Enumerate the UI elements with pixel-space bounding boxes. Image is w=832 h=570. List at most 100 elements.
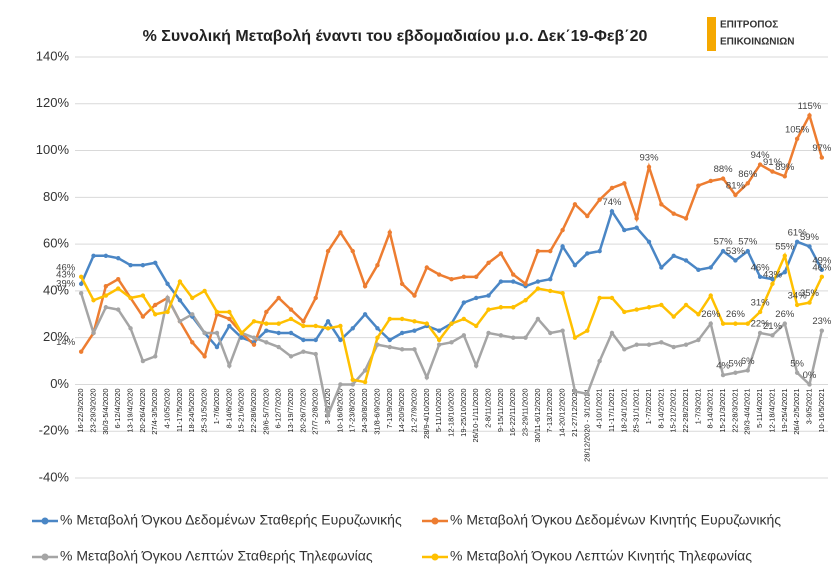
marker: [140, 314, 146, 319]
marker: [708, 265, 713, 270]
marker: [301, 319, 306, 324]
marker: [288, 316, 294, 322]
marker: [103, 253, 109, 259]
marker: [128, 326, 133, 331]
marker: [412, 328, 417, 333]
x-tick-label: 25-31/5/2020: [200, 388, 209, 432]
marker: [399, 316, 405, 322]
marker: [91, 253, 96, 259]
marker: [782, 269, 787, 275]
marker: [572, 202, 578, 207]
marker: [202, 288, 207, 294]
marker: [362, 379, 368, 385]
marker: [683, 258, 689, 263]
marker: [264, 321, 269, 326]
marker: [387, 230, 392, 235]
marker: [165, 309, 170, 315]
marker: [140, 358, 146, 364]
marker: [757, 309, 763, 315]
marker: [671, 344, 676, 350]
marker: [461, 333, 467, 338]
marker: [140, 293, 146, 298]
marker: [387, 344, 392, 350]
y-tick-label: 100%: [36, 142, 70, 157]
marker: [535, 286, 541, 291]
marker: [597, 197, 602, 202]
marker: [375, 342, 380, 347]
marker: [498, 279, 504, 284]
x-tick-label: 15-21/3/2021: [718, 388, 727, 432]
marker: [227, 309, 232, 315]
data-label: 43%: [56, 269, 76, 280]
marker: [807, 382, 812, 387]
marker: [412, 293, 417, 298]
data-label: 26%: [701, 309, 721, 320]
marker: [264, 340, 269, 345]
marker: [473, 295, 479, 301]
x-tick-label: 21-27/12/2020: [570, 388, 579, 436]
marker: [399, 281, 405, 287]
marker: [782, 174, 787, 179]
marker: [473, 363, 479, 368]
data-label: 88%: [714, 164, 734, 175]
marker: [436, 328, 442, 333]
marker: [597, 358, 602, 364]
marker: [757, 274, 763, 280]
x-tick-label: 7-13/12/2020: [545, 388, 554, 432]
marker: [646, 239, 652, 244]
marker: [486, 330, 491, 336]
marker: [523, 298, 528, 303]
marker: [683, 342, 689, 347]
x-tick-label: 22-28/2/2021: [681, 388, 690, 432]
marker: [683, 302, 689, 308]
marker: [313, 337, 318, 343]
x-tick-label: 19-25/4/2021: [780, 388, 789, 432]
x-tick-label: 3-9/5/2021: [804, 388, 813, 424]
marker: [819, 274, 825, 280]
x-tick-label: 28/12/2020 - 3/1/2021: [582, 388, 591, 461]
marker: [449, 276, 454, 282]
marker: [116, 276, 121, 282]
marker: [473, 274, 479, 280]
x-tick-label: 8-14/6/2020: [224, 388, 233, 428]
marker: [733, 321, 738, 326]
y-tick-label: -20%: [39, 423, 70, 438]
marker: [251, 319, 257, 324]
marker: [461, 316, 467, 322]
marker: [696, 337, 701, 343]
marker: [103, 305, 109, 310]
marker: [436, 342, 442, 347]
marker: [548, 276, 553, 282]
marker: [486, 260, 491, 266]
data-label: 46%: [812, 262, 832, 273]
x-tick-label: 24-30/8/2020: [360, 388, 369, 432]
marker: [424, 321, 430, 326]
marker: [214, 344, 220, 350]
marker: [511, 272, 516, 277]
x-tick-label: 20-26/4/2020: [138, 388, 147, 432]
marker: [288, 307, 294, 312]
marker: [227, 316, 232, 322]
marker: [436, 337, 442, 343]
marker: [585, 213, 590, 219]
x-tick-label: 13-19/4/2020: [126, 388, 135, 432]
logo-text: ΕΠΙΚΟΙΝΩΝΙΩΝ: [720, 37, 794, 48]
marker: [807, 244, 812, 249]
marker: [708, 321, 713, 326]
marker: [387, 316, 392, 322]
x-tick-label: 10-16/5/2021: [817, 388, 826, 432]
marker: [227, 323, 232, 329]
marker: [548, 288, 553, 294]
x-tick-label: 1-7/2/2021: [644, 388, 653, 424]
marker: [646, 164, 652, 170]
marker: [362, 312, 368, 317]
marker: [622, 347, 627, 352]
y-tick-label: 140%: [36, 48, 70, 63]
marker: [362, 284, 368, 289]
marker: [177, 298, 183, 303]
x-tick-label: 2-8/11/2020: [484, 388, 493, 427]
marker: [424, 265, 430, 270]
x-tick-label: 8-14/2/2021: [656, 388, 665, 428]
marker: [325, 412, 331, 418]
